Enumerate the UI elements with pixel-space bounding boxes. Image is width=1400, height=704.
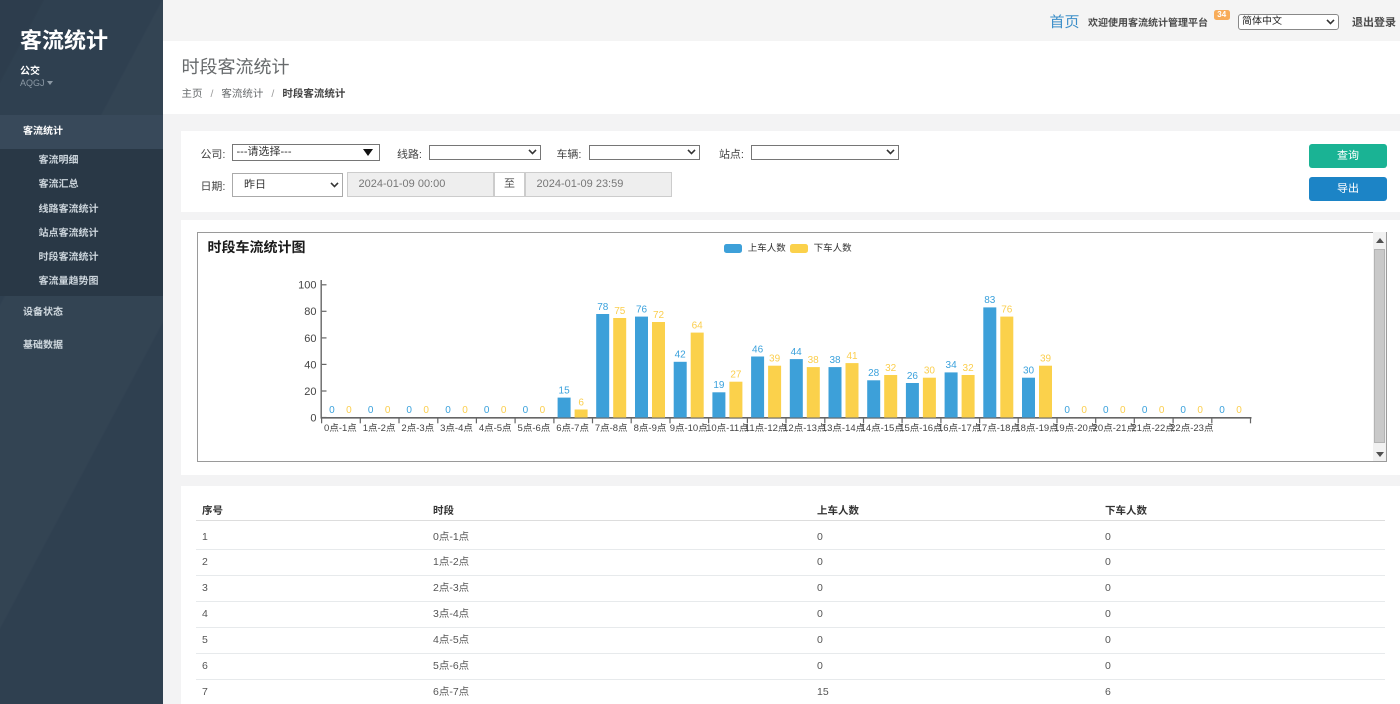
svg-text:30: 30 [924,366,936,377]
svg-text:0: 0 [484,405,490,416]
svg-text:40: 40 [304,359,316,371]
svg-text:0: 0 [1236,405,1242,416]
svg-text:16点-17点: 16点-17点 [938,423,982,434]
svg-text:11点-12点: 11点-12点 [745,423,788,434]
svg-text:76: 76 [1001,304,1013,315]
svg-text:18点-19点: 18点-19点 [1015,423,1059,434]
svg-text:0: 0 [368,405,374,416]
svg-text:14点-15点: 14点-15点 [861,423,905,434]
svg-text:9点-10点: 9点-10点 [670,423,709,434]
svg-text:6点-7点: 6点-7点 [556,423,589,434]
svg-text:0: 0 [385,405,391,416]
svg-text:20: 20 [304,386,316,398]
svg-text:64: 64 [692,320,704,331]
svg-text:83: 83 [984,295,996,306]
svg-text:3点-4点: 3点-4点 [440,423,473,434]
svg-text:20点-21点: 20点-21点 [1093,423,1137,434]
svg-text:27: 27 [730,370,742,381]
svg-text:22点-23点: 22点-23点 [1170,423,1214,434]
svg-text:17点-18点: 17点-18点 [977,423,1021,434]
svg-text:80: 80 [304,306,316,318]
svg-text:38: 38 [829,355,841,366]
svg-text:0: 0 [501,405,507,416]
svg-text:44: 44 [791,347,803,358]
svg-text:2点-3点: 2点-3点 [401,423,434,434]
svg-text:39: 39 [769,354,781,365]
svg-text:60: 60 [304,333,316,345]
svg-text:32: 32 [963,363,975,374]
svg-text:19: 19 [713,380,725,391]
svg-text:0: 0 [1159,405,1165,416]
svg-text:72: 72 [653,310,665,321]
svg-text:0: 0 [462,405,468,416]
svg-text:78: 78 [597,302,609,313]
svg-text:34: 34 [946,360,958,371]
svg-text:100: 100 [298,280,316,292]
svg-text:0: 0 [1219,405,1225,416]
svg-text:0: 0 [310,412,316,424]
svg-text:0: 0 [540,405,546,416]
svg-text:42: 42 [675,350,687,361]
svg-text:6: 6 [578,397,584,408]
svg-text:75: 75 [614,306,626,317]
svg-text:7点-8点: 7点-8点 [595,423,628,434]
svg-text:76: 76 [636,304,648,315]
svg-text:0: 0 [1197,405,1203,416]
svg-text:0: 0 [1103,405,1109,416]
svg-text:19点-20点: 19点-20点 [1054,423,1098,434]
svg-text:1点-2点: 1点-2点 [363,423,396,434]
svg-text:0: 0 [1081,405,1087,416]
svg-text:39: 39 [1040,354,1052,365]
svg-text:41: 41 [846,351,858,362]
svg-text:4点-5点: 4点-5点 [479,423,512,434]
svg-text:15: 15 [559,385,571,396]
svg-text:8点-9点: 8点-9点 [634,423,667,434]
svg-text:46: 46 [752,344,764,355]
svg-text:0: 0 [1142,405,1148,416]
svg-text:0: 0 [329,405,335,416]
svg-text:0: 0 [1120,405,1126,416]
svg-text:13点-14点: 13点-14点 [822,423,866,434]
svg-text:0: 0 [1180,405,1186,416]
svg-text:32: 32 [885,363,897,374]
svg-text:30: 30 [1023,366,1035,377]
svg-text:12点-13点: 12点-13点 [783,423,827,434]
svg-text:28: 28 [868,368,880,379]
svg-text:21点-22点: 21点-22点 [1131,423,1175,434]
svg-text:0: 0 [346,405,352,416]
svg-text:0: 0 [523,405,529,416]
svg-text:38: 38 [808,355,820,366]
svg-text:5点-6点: 5点-6点 [518,423,551,434]
svg-text:10点-11点: 10点-11点 [706,423,749,434]
svg-text:0: 0 [423,405,429,416]
svg-text:0: 0 [1064,405,1070,416]
svg-text:0: 0 [445,405,451,416]
svg-text:0点-1点: 0点-1点 [324,423,357,434]
svg-text:26: 26 [907,371,919,382]
svg-text:15点-16点: 15点-16点 [899,423,943,434]
svg-text:0: 0 [406,405,412,416]
